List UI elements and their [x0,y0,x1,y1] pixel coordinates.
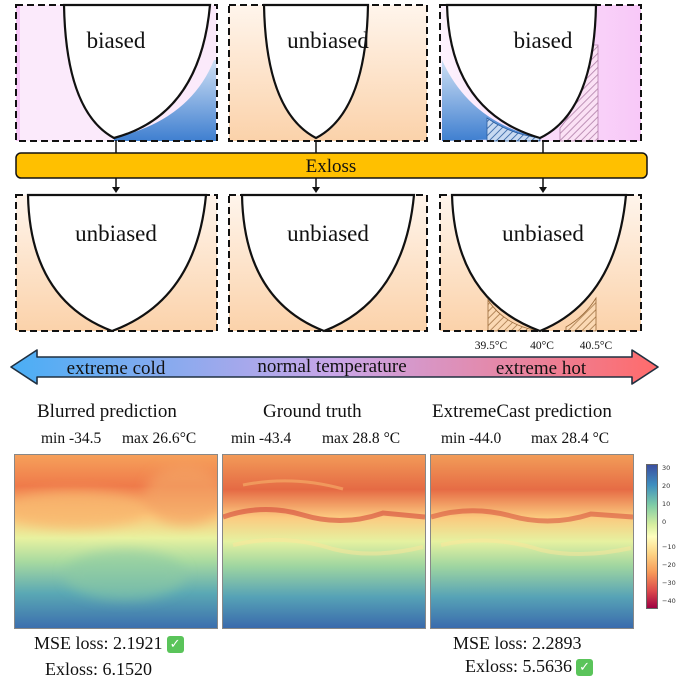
map-3-min: min -44.0 [441,430,502,447]
top-panel-3-label: biased [514,28,573,53]
bottom-panel-1-label: unbiased [75,221,157,246]
temp-tick-high: 40.5°C [580,340,613,352]
hatched-region-right [565,296,597,332]
hatched-region-blue [486,117,541,142]
map-2-title: Ground truth [263,401,362,422]
map-2-unit: °C [379,430,401,447]
map-2-min: min -43.4 [231,430,292,447]
top-panel-1: biased [15,3,218,142]
colorbar-tick: 20 [662,482,671,490]
temp-tick-mid: 40°C [530,340,554,352]
map-1-mse-loss: MSE loss: 2.1921 ✓ [34,633,184,654]
extreme-hot-label: extreme hot [496,358,587,379]
top-panel-1-label: biased [87,28,146,53]
bottom-panel-2-label: unbiased [287,221,369,246]
colorbar-tick: 0 [662,518,667,526]
map-3-title: ExtremeCast prediction [432,401,612,422]
map-1-unit: °C [179,430,197,447]
colorbar-tick: −40 [662,597,676,605]
map-3-mse-loss: MSE loss: 2.2893 [453,633,582,653]
loss-curve [62,3,212,140]
map-extremecast-prediction [430,454,634,629]
map-1-max: max 26.6 [122,430,180,447]
map-1-mse-text: MSE loss: 2.1921 [34,633,163,653]
bias-area-blue [114,60,216,141]
colorbar-tick: 30 [662,464,671,472]
map-3-exloss: Exloss: 5.5636 ✓ [465,656,594,677]
loss-curve [445,3,598,140]
exloss-bar: Exloss [15,140,648,193]
colorbar-tick: −30 [662,579,676,587]
top-panel-2-label: unbiased [287,28,369,53]
bottom-panel-3-label: unbiased [502,221,584,246]
exloss-bar-label: Exloss [306,156,357,177]
map-1-exloss: Exloss: 6.1520 [45,659,153,679]
bottom-panel-2: unbiased [228,193,428,333]
map-2-max-group: max 28.8 °C [322,430,400,448]
top-panel-3: biased [439,3,642,142]
loss-curve [262,3,370,140]
bottom-panel-3: unbiased [439,193,642,333]
temperature-axis-arrow: extreme cold normal temperature extreme … [10,349,659,385]
loss-curve [450,193,628,333]
bias-area-blue [442,60,540,141]
map-3-max-group: max 28.4 °C [531,430,609,448]
colorbar-tick: 10 [662,500,671,508]
top-panel-2: unbiased [228,3,428,142]
map-1-max-group: max 26.6°C [122,430,196,448]
extreme-cold-label: extreme cold [67,358,166,379]
map-1-title: Blurred prediction [37,401,177,422]
check-icon: ✓ [166,636,184,653]
map-ground-truth [222,454,426,629]
temp-tick-low: 39.5°C [475,340,508,352]
map-3-max: max 28.4 [531,430,589,447]
map-2-max: max 28.8 [322,430,380,447]
map-3-unit: °C [588,430,610,447]
bottom-panel-1: unbiased [15,193,218,333]
colorbar-tick: −10 [662,543,676,551]
map-blurred-prediction [14,454,218,629]
colorbar [646,464,658,609]
check-icon: ✓ [576,659,594,676]
normal-temperature-label: normal temperature [257,356,406,377]
map-3-exloss-text: Exloss: 5.5636 [465,656,573,676]
colorbar-tick: −20 [662,561,676,569]
loss-curve [240,193,416,333]
map-1-min: min -34.5 [41,430,102,447]
